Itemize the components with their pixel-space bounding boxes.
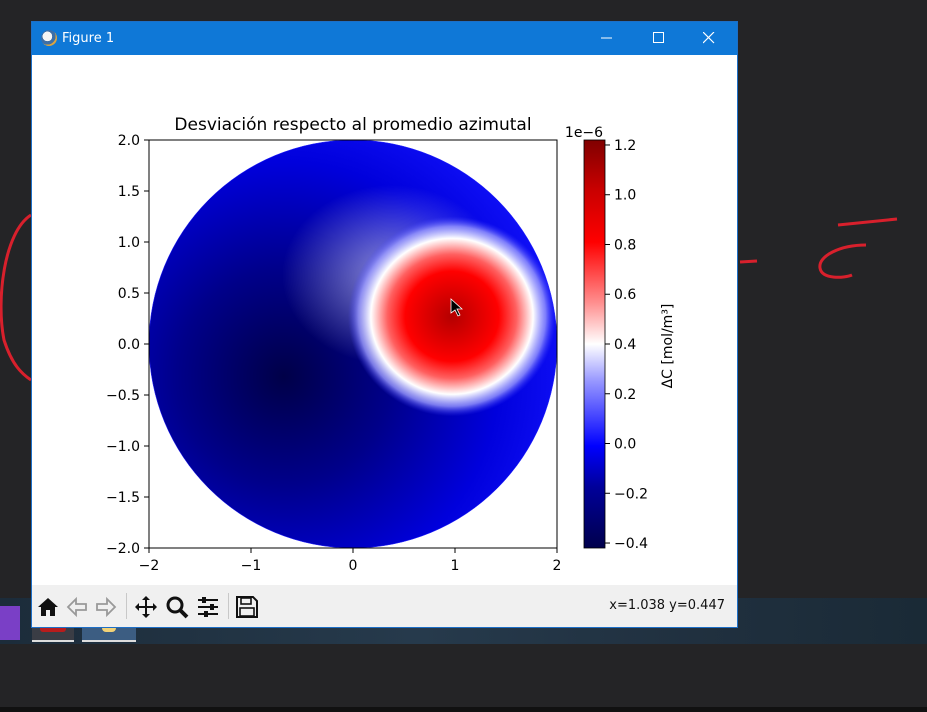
colorbar-tick-label: 0.6 <box>614 287 636 303</box>
colorbar-tick-label: −0.2 <box>614 486 648 502</box>
figure-canvas[interactable]: Desviación respecto al promedio azimutal… <box>32 55 737 585</box>
x-axis: −2 −1 0 1 2 <box>139 548 562 574</box>
configure-icon <box>198 597 218 617</box>
colorbar-tick-label: −0.4 <box>614 536 648 552</box>
chart-title: Desviación respecto al promedio azimutal <box>174 115 531 135</box>
colorbar-tick-label: 0.8 <box>614 237 636 253</box>
navigation-toolbar: x=1.038 y=0.447 <box>32 585 737 627</box>
desktop-bottom <box>0 644 927 712</box>
heatmap-field <box>149 140 557 548</box>
save-icon <box>236 596 258 618</box>
x-tick-label: −2 <box>139 558 160 574</box>
forward-button[interactable] <box>94 595 118 619</box>
title-bar: Figure 1 <box>32 22 737 55</box>
maximize-icon <box>653 32 664 43</box>
back-icon <box>66 596 87 618</box>
home-icon <box>38 598 58 616</box>
toolbar-separator <box>228 593 229 619</box>
y-tick-label: 2.0 <box>118 133 140 149</box>
desktop-bottom-line <box>0 707 927 712</box>
y-tick-label: −1.5 <box>106 490 140 506</box>
close-button[interactable] <box>687 22 733 55</box>
y-tick-label: −2.0 <box>106 541 140 557</box>
colorbar-tick-label: 0.0 <box>614 437 636 453</box>
y-tick-label: −0.5 <box>106 388 140 404</box>
cursor-coordinates: x=1.038 y=0.447 <box>609 598 725 613</box>
x-tick-label: 1 <box>451 558 460 574</box>
colorbar-label: ΔC [mol/m³] <box>660 304 676 389</box>
colorbar-tick-label: 1.0 <box>614 188 636 204</box>
minimize-button[interactable] <box>585 22 631 55</box>
window-title: Figure 1 <box>62 31 115 46</box>
maximize-button[interactable] <box>637 22 683 55</box>
taskbar-app-icon[interactable] <box>0 606 20 640</box>
toolbar-separator <box>126 593 127 619</box>
colorbar-tick-label: 0.4 <box>614 337 636 353</box>
y-tick-label: 1.5 <box>118 184 140 200</box>
y-tick-label: 1.0 <box>118 235 140 251</box>
minimize-icon <box>601 37 612 39</box>
colorbar <box>583 139 606 549</box>
pan-icon <box>135 596 157 618</box>
y-axis: 2.0 1.5 1.0 0.5 0.0 −0.5 −1.0 −1.5 −2.0 <box>106 133 149 557</box>
zoom-button[interactable] <box>165 595 189 619</box>
colorbar-offset: 1e−6 <box>565 125 603 141</box>
x-tick-label: 2 <box>553 558 562 574</box>
matplotlib-icon <box>41 30 57 46</box>
configure-subplots-button[interactable] <box>196 595 220 619</box>
x-tick-label: 0 <box>349 558 358 574</box>
heatmap-plot[interactable]: Desviación respecto al promedio azimutal… <box>32 55 737 585</box>
home-button[interactable] <box>36 595 60 619</box>
mouse-cursor <box>450 298 464 317</box>
figure-window: Figure 1 <box>32 22 737 627</box>
forward-icon <box>96 596 117 618</box>
back-button[interactable] <box>65 595 89 619</box>
x-tick-label: −1 <box>241 558 262 574</box>
colorbar-tick-label: 0.2 <box>614 387 636 403</box>
colorbar-tick-label: 1.2 <box>614 138 636 154</box>
close-icon <box>703 32 715 44</box>
y-tick-label: −1.0 <box>106 439 140 455</box>
pan-button[interactable] <box>134 595 158 619</box>
save-button[interactable] <box>235 595 259 619</box>
colorbar-ticks: 1.2 1.0 0.8 0.6 0.4 0.2 0.0 −0.2 −0.4 <box>605 138 648 552</box>
y-tick-label: 0.0 <box>118 337 140 353</box>
zoom-icon <box>166 596 189 619</box>
y-tick-label: 0.5 <box>118 286 140 302</box>
hot-spot <box>348 216 556 417</box>
